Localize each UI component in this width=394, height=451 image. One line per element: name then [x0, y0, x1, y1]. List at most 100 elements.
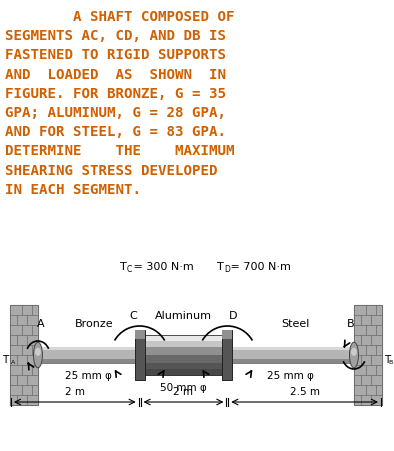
Bar	[10, 375, 17, 385]
Text: D: D	[224, 264, 230, 273]
Text: T: T	[384, 355, 390, 365]
Bar	[32, 365, 38, 375]
Text: B: B	[389, 360, 393, 365]
Bar	[32, 305, 38, 315]
Bar	[139, 363, 227, 369]
Bar	[376, 325, 382, 335]
Bar	[139, 369, 227, 375]
Bar	[361, 375, 371, 385]
Bar	[371, 335, 382, 345]
Bar	[139, 335, 227, 375]
Text: GPA; ALUMINUM, G = 28 GPA,: GPA; ALUMINUM, G = 28 GPA,	[5, 106, 226, 120]
Bar	[371, 395, 382, 405]
Text: AND FOR STEEL, G = 83 GPA.: AND FOR STEEL, G = 83 GPA.	[5, 125, 226, 139]
Bar	[22, 345, 32, 355]
Bar	[354, 315, 361, 325]
Bar	[32, 385, 38, 395]
Bar	[32, 325, 38, 335]
Bar	[38, 347, 139, 363]
Text: 50 mm φ: 50 mm φ	[160, 383, 207, 393]
Text: FASTENED TO RIGID SUPPORTS: FASTENED TO RIGID SUPPORTS	[5, 48, 226, 62]
Bar	[38, 359, 139, 363]
Text: 2 m: 2 m	[65, 387, 85, 397]
Bar	[135, 330, 145, 339]
Text: A: A	[37, 319, 45, 329]
Bar	[17, 355, 27, 365]
Bar	[139, 335, 227, 341]
Bar	[27, 375, 38, 385]
Bar	[139, 355, 227, 363]
Text: AND  LOADED  AS  SHOWN  IN: AND LOADED AS SHOWN IN	[5, 68, 226, 82]
Bar	[139, 335, 227, 375]
Bar	[38, 347, 139, 350]
Text: 2 m: 2 m	[173, 387, 193, 397]
Bar	[27, 355, 38, 365]
Text: IN EACH SEGMENT.: IN EACH SEGMENT.	[5, 183, 141, 197]
Bar	[227, 359, 354, 363]
Bar	[27, 395, 38, 405]
Bar	[376, 385, 382, 395]
Text: SHEARING STRESS DEVELOPED: SHEARING STRESS DEVELOPED	[5, 164, 217, 178]
Bar	[376, 305, 382, 315]
Bar	[376, 345, 382, 355]
Bar	[10, 355, 17, 365]
Bar	[22, 325, 32, 335]
Bar	[222, 330, 232, 339]
Bar	[22, 305, 32, 315]
Bar	[10, 305, 22, 315]
Bar	[354, 345, 366, 355]
Bar	[227, 347, 354, 363]
Text: A SHAFT COMPOSED OF: A SHAFT COMPOSED OF	[5, 10, 234, 24]
Bar	[354, 305, 382, 405]
Bar	[354, 325, 366, 335]
Bar	[17, 335, 27, 345]
Bar	[361, 315, 371, 325]
Text: = 700 N·m: = 700 N·m	[227, 262, 291, 272]
Bar	[354, 385, 366, 395]
Bar	[10, 365, 22, 375]
Bar	[139, 341, 227, 347]
Bar	[10, 325, 22, 335]
Text: D: D	[229, 311, 238, 321]
Bar	[10, 315, 17, 325]
Bar	[227, 347, 354, 350]
Text: FIGURE. FOR BRONZE, G = 35: FIGURE. FOR BRONZE, G = 35	[5, 87, 226, 101]
Bar	[354, 375, 361, 385]
Bar	[32, 345, 38, 355]
Bar	[27, 315, 38, 325]
Bar	[366, 365, 376, 375]
Bar	[354, 395, 361, 405]
Ellipse shape	[33, 342, 43, 368]
Bar	[17, 395, 27, 405]
Text: 2.5 m: 2.5 m	[290, 387, 320, 397]
Bar	[371, 355, 382, 365]
Bar	[361, 395, 371, 405]
Bar	[366, 325, 376, 335]
Bar	[17, 315, 27, 325]
Bar	[10, 305, 38, 405]
Text: = 300 N·m: = 300 N·m	[130, 262, 193, 272]
Text: C: C	[126, 264, 132, 273]
Bar	[361, 335, 371, 345]
Bar	[354, 335, 361, 345]
Text: A: A	[11, 360, 15, 365]
Bar	[354, 305, 366, 315]
Bar	[366, 305, 376, 315]
Text: T: T	[217, 262, 224, 272]
Text: T: T	[120, 262, 126, 272]
Ellipse shape	[349, 342, 359, 368]
Text: DETERMINE    THE    MAXIMUM: DETERMINE THE MAXIMUM	[5, 144, 234, 158]
Bar	[135, 330, 145, 380]
Bar	[371, 315, 382, 325]
Text: C: C	[130, 311, 138, 321]
Text: 25 mm φ: 25 mm φ	[65, 371, 112, 381]
Text: Steel: Steel	[281, 319, 310, 329]
Bar	[376, 365, 382, 375]
Bar	[354, 355, 361, 365]
Text: Aluminum: Aluminum	[155, 311, 212, 321]
Text: B: B	[347, 319, 355, 329]
Bar	[366, 385, 376, 395]
Ellipse shape	[351, 348, 357, 356]
Text: T: T	[2, 355, 8, 365]
Bar	[366, 345, 376, 355]
